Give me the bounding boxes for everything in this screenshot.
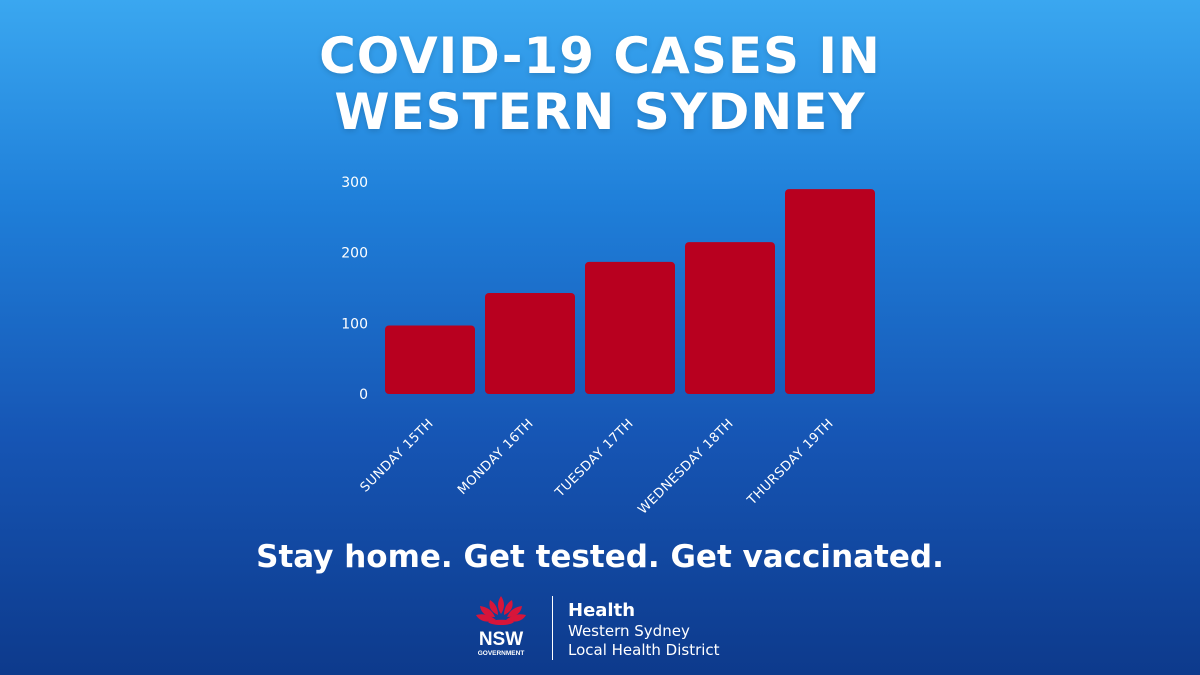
logo-divider (552, 596, 553, 660)
y-tick-label: 300 (341, 175, 368, 191)
x-tick-label: TUESDAY 17TH (552, 416, 637, 501)
title-line-1: COVID-19 CASES IN (319, 27, 881, 85)
x-tick-label: WEDNESDAY 18TH (636, 416, 737, 517)
bar (385, 325, 475, 394)
government-wordmark: GOVERNMENT (478, 650, 525, 657)
bar (685, 242, 775, 394)
waratah-petals (476, 596, 526, 625)
waratah-flower-icon: NSW GOVERNMENT (476, 596, 526, 657)
logo-department: Health (568, 600, 636, 621)
bar (485, 292, 575, 394)
y-tick-label: 0 (359, 387, 368, 403)
logo-district-line-2: Local Health District (568, 641, 720, 659)
x-tick-label: SUNDAY 15TH (358, 416, 437, 495)
nsw-wordmark: NSW (479, 629, 523, 650)
logo-text: Health Western Sydney Local Health Distr… (568, 600, 768, 660)
x-tick-label: THURSDAY 19TH (744, 416, 837, 509)
bar (785, 189, 875, 394)
y-tick-label: 100 (341, 316, 368, 332)
bar (585, 261, 675, 394)
title-line-2: WESTERN SYDNEY (334, 83, 866, 141)
x-tick-label: MONDAY 16TH (455, 416, 537, 498)
page-title: COVID-19 CASES IN WESTERN SYDNEY (0, 28, 1200, 140)
bar-chart: 0 100 200 300 SUNDAY 15TH MONDAY 16TH TUESDAY … (341, 175, 875, 518)
logo-district-line-1: Western Sydney (568, 622, 690, 640)
nsw-health-logo: NSW GOVERNMENT Health Western Sydney Loc… (470, 592, 770, 664)
tagline: Stay home. Get tested. Get vaccinated. (256, 539, 944, 575)
y-tick-label: 200 (341, 246, 368, 262)
